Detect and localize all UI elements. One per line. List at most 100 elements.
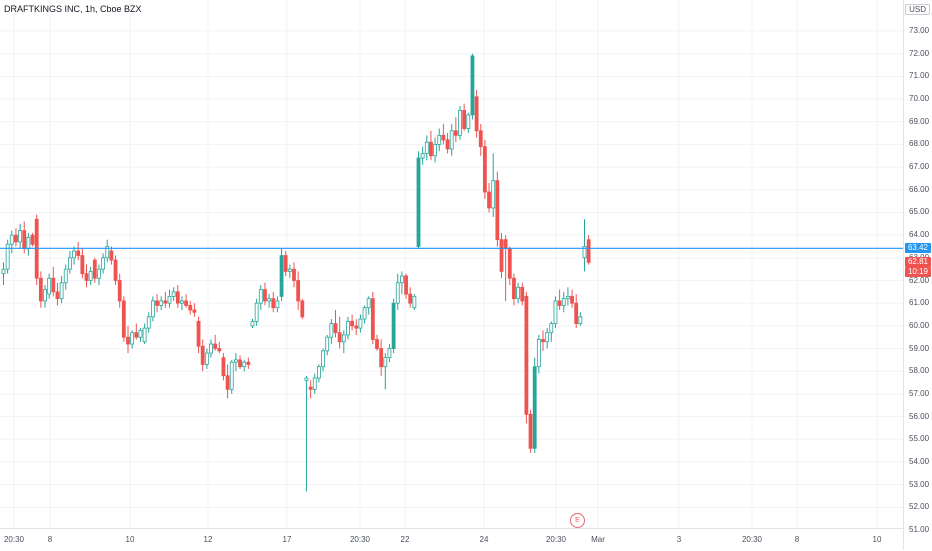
candle-down (503, 235, 508, 301)
candle-up (97, 264, 101, 286)
candle-down (333, 309, 338, 338)
candle-up (233, 353, 238, 372)
candle-body (366, 298, 371, 309)
candle-down (175, 285, 180, 308)
candle-down (51, 266, 56, 297)
candle-up (346, 316, 350, 340)
candle-body (287, 268, 292, 272)
candle-down (283, 251, 288, 276)
candle-up (449, 123, 454, 156)
candle-body (155, 300, 159, 306)
price-tick-label: 62.00 (909, 275, 930, 285)
candle-body (204, 352, 209, 365)
candle-body (22, 230, 27, 250)
candle-body (275, 300, 280, 309)
currency-label[interactable]: USD (905, 4, 930, 15)
candle-body (553, 300, 558, 324)
candle-body (308, 386, 313, 390)
candle-up (561, 291, 566, 313)
price-tick-label: 71.00 (909, 71, 930, 81)
time-label: 10 (125, 535, 135, 544)
candle-body (59, 282, 64, 300)
time-label: 10 (872, 535, 882, 544)
candle-body (113, 259, 118, 281)
candle-body (121, 300, 126, 338)
candle-body (383, 357, 388, 368)
candle-body (14, 234, 18, 243)
candle-up (329, 319, 334, 345)
candlestick-chart[interactable] (0, 0, 903, 528)
candle-up (105, 239, 110, 263)
candle-down (192, 303, 197, 317)
candle-down (507, 246, 512, 286)
candle-down (429, 130, 433, 161)
candle-down (541, 330, 545, 351)
candle-body (420, 153, 425, 159)
price-tick-label: 52.00 (909, 502, 930, 512)
candle-up (383, 353, 388, 390)
candle-down (370, 291, 375, 345)
chart-area[interactable]: DRAFTKINGS INC, 1h, Cboe BZX E (0, 0, 903, 528)
candle-body (370, 298, 375, 340)
candle-body (159, 300, 164, 306)
candle-down (557, 289, 562, 310)
candle-down (379, 339, 384, 376)
candle-body (433, 144, 438, 157)
candle-body (225, 375, 230, 390)
candle-body (246, 361, 251, 365)
candle-body (429, 141, 433, 157)
candle-down (55, 282, 60, 306)
candle-up (412, 294, 417, 310)
candle-body (233, 359, 238, 363)
candle-up (458, 105, 462, 140)
time-label: 20:30 (349, 535, 371, 544)
candle-body (549, 323, 554, 334)
price-tick-label: 56.00 (909, 411, 930, 421)
candle-body (146, 316, 151, 329)
candle-body (134, 332, 139, 338)
candle-body (72, 250, 76, 259)
candle-body (47, 277, 52, 295)
price-axis[interactable]: USD 73.00 72.00 71.00 70.00 69.00 68.00 67.00 6… (903, 0, 932, 550)
candle-up (204, 348, 209, 369)
candle-up (26, 232, 31, 256)
candle-up (279, 248, 284, 301)
candle-body (238, 359, 242, 368)
candle-down (524, 291, 529, 424)
candle-down (238, 355, 242, 369)
candle-body (312, 377, 317, 390)
candle-body (491, 180, 496, 209)
candle-body (51, 277, 56, 293)
price-tick-label: 67.00 (909, 162, 930, 172)
time-axis[interactable]: 20:30 8 10 12 17 20:30 22 24 20:30 Mar 3 20:30 8 10 (0, 528, 903, 551)
candle-body (97, 268, 101, 279)
candle-body (474, 96, 479, 132)
candle-up (47, 273, 52, 299)
candle-body (516, 286, 520, 300)
candle-body (574, 302, 579, 324)
price-tick-label: 72.00 (909, 48, 930, 58)
candle-up (516, 282, 520, 304)
candle-body (105, 246, 110, 259)
candle-up (150, 296, 155, 322)
candle-down (126, 325, 130, 354)
time-label: 12 (203, 535, 213, 544)
candle-down (520, 282, 525, 306)
candle-body (117, 280, 122, 302)
candle-body (188, 305, 193, 311)
candle-body (520, 286, 525, 302)
candle-body (424, 141, 429, 154)
price-tick-label: 73.00 (909, 26, 930, 35)
candle-body (545, 332, 550, 343)
candle-down (308, 380, 313, 399)
price-tick-label: 61.00 (909, 298, 930, 308)
candle-down (188, 300, 193, 315)
candle-up (341, 330, 346, 354)
earnings-marker[interactable]: E (570, 513, 585, 528)
candle-down (499, 232, 504, 279)
candle-up (366, 296, 371, 315)
candle-down (586, 235, 591, 265)
candle-down (134, 323, 139, 340)
candle-up (1, 262, 6, 286)
candle-down (84, 264, 89, 288)
